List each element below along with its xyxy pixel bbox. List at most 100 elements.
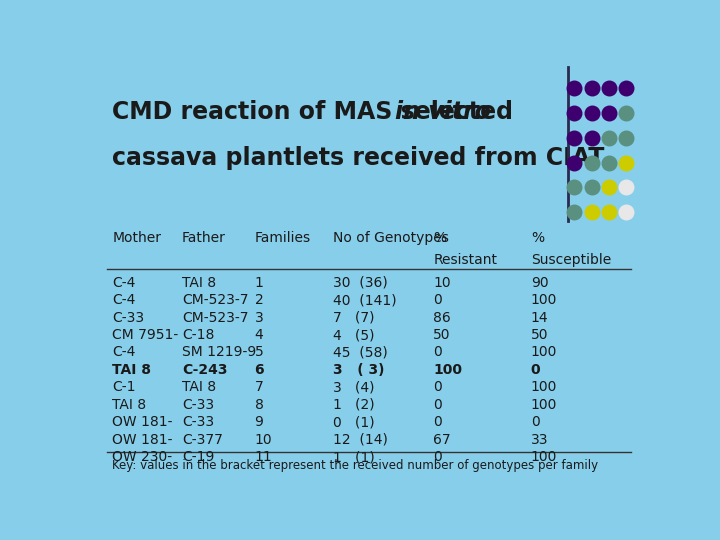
Point (586, 158, 598, 167)
Text: OW 230-: OW 230- (112, 450, 173, 464)
Text: 90: 90 (531, 275, 549, 289)
Text: OW 181-: OW 181- (112, 433, 173, 447)
Text: C-33: C-33 (112, 310, 145, 325)
Text: 10: 10 (255, 433, 272, 447)
Text: CM 7951-: CM 7951- (112, 328, 179, 342)
Point (621, 208, 632, 217)
Text: 1: 1 (255, 275, 264, 289)
Text: TAI 8: TAI 8 (182, 380, 216, 394)
Text: 100: 100 (433, 363, 462, 377)
Text: 86: 86 (433, 310, 451, 325)
Text: 0: 0 (433, 450, 442, 464)
Text: 0: 0 (433, 346, 442, 360)
Text: CM-523-7: CM-523-7 (182, 293, 248, 307)
Text: 9: 9 (255, 415, 264, 429)
Point (569, 158, 580, 167)
Text: 7: 7 (255, 380, 264, 394)
Text: 3: 3 (255, 310, 264, 325)
Text: 0: 0 (433, 415, 442, 429)
Text: 100: 100 (531, 450, 557, 464)
Point (569, 133, 580, 142)
Text: C-377: C-377 (182, 433, 223, 447)
Text: 40  (141): 40 (141) (333, 293, 396, 307)
Text: 100: 100 (531, 398, 557, 412)
Text: 33: 33 (531, 433, 549, 447)
Text: CM-523-7: CM-523-7 (182, 310, 248, 325)
Text: Susceptible: Susceptible (531, 253, 611, 267)
Point (586, 133, 598, 142)
Text: 1   (1): 1 (1) (333, 450, 374, 464)
Point (586, 83, 598, 92)
Text: 11: 11 (255, 450, 272, 464)
Point (603, 158, 615, 167)
Text: 4: 4 (255, 328, 264, 342)
Point (603, 133, 615, 142)
Text: Key: values in the bracket represent the received number of genotypes per family: Key: values in the bracket represent the… (112, 459, 598, 472)
Text: C-4: C-4 (112, 275, 135, 289)
Text: 4   (5): 4 (5) (333, 328, 374, 342)
Text: 0: 0 (433, 293, 442, 307)
Text: Father: Father (182, 231, 226, 245)
Text: CMD reaction of MAS selected: CMD reaction of MAS selected (112, 100, 521, 124)
Text: 45  (58): 45 (58) (333, 346, 387, 360)
Point (586, 109, 598, 117)
Text: 0: 0 (433, 380, 442, 394)
Text: 0: 0 (531, 363, 541, 377)
Text: %: % (531, 231, 544, 245)
Text: 100: 100 (531, 380, 557, 394)
Text: 3   ( 3): 3 ( 3) (333, 363, 384, 377)
Text: TAI 8: TAI 8 (112, 398, 146, 412)
Text: TAI 8: TAI 8 (112, 363, 151, 377)
Text: 2: 2 (255, 293, 264, 307)
Point (621, 158, 632, 167)
Text: cassava plantlets received from CIAT: cassava plantlets received from CIAT (112, 146, 605, 170)
Text: 10: 10 (433, 275, 451, 289)
Text: C-1: C-1 (112, 380, 136, 394)
Text: 1   (2): 1 (2) (333, 398, 374, 412)
Text: C-243: C-243 (182, 363, 228, 377)
Text: 7   (7): 7 (7) (333, 310, 374, 325)
Text: TAI 8: TAI 8 (182, 275, 216, 289)
Text: C-4: C-4 (112, 293, 135, 307)
Text: 67: 67 (433, 433, 451, 447)
Text: 14: 14 (531, 310, 549, 325)
Point (603, 183, 615, 192)
Text: 8: 8 (255, 398, 264, 412)
Text: 0   (1): 0 (1) (333, 415, 374, 429)
Text: 12  (14): 12 (14) (333, 433, 387, 447)
Text: Families: Families (255, 231, 311, 245)
Point (621, 83, 632, 92)
Text: C-4: C-4 (112, 346, 135, 360)
Text: 0: 0 (433, 398, 442, 412)
Text: Resistant: Resistant (433, 253, 498, 267)
Point (586, 183, 598, 192)
Point (621, 109, 632, 117)
Point (603, 83, 615, 92)
Point (569, 183, 580, 192)
Text: 50: 50 (433, 328, 451, 342)
Text: SM 1219-9: SM 1219-9 (182, 346, 256, 360)
Text: in vitro: in vitro (395, 100, 491, 124)
Text: 100: 100 (531, 346, 557, 360)
Text: 6: 6 (255, 363, 264, 377)
Text: OW 181-: OW 181- (112, 415, 173, 429)
Text: No of Genotypes: No of Genotypes (333, 231, 449, 245)
Text: 50: 50 (531, 328, 549, 342)
Point (586, 208, 598, 217)
Point (603, 208, 615, 217)
Text: %: % (433, 231, 446, 245)
Point (621, 183, 632, 192)
Text: 30  (36): 30 (36) (333, 275, 387, 289)
Text: 5: 5 (255, 346, 264, 360)
Point (569, 83, 580, 92)
Text: C-18: C-18 (182, 328, 215, 342)
Text: C-33: C-33 (182, 398, 214, 412)
Text: 0: 0 (531, 415, 539, 429)
Text: Mother: Mother (112, 231, 161, 245)
Point (569, 109, 580, 117)
Text: 100: 100 (531, 293, 557, 307)
Point (569, 208, 580, 217)
Text: C-19: C-19 (182, 450, 215, 464)
Point (621, 133, 632, 142)
Text: 3   (4): 3 (4) (333, 380, 374, 394)
